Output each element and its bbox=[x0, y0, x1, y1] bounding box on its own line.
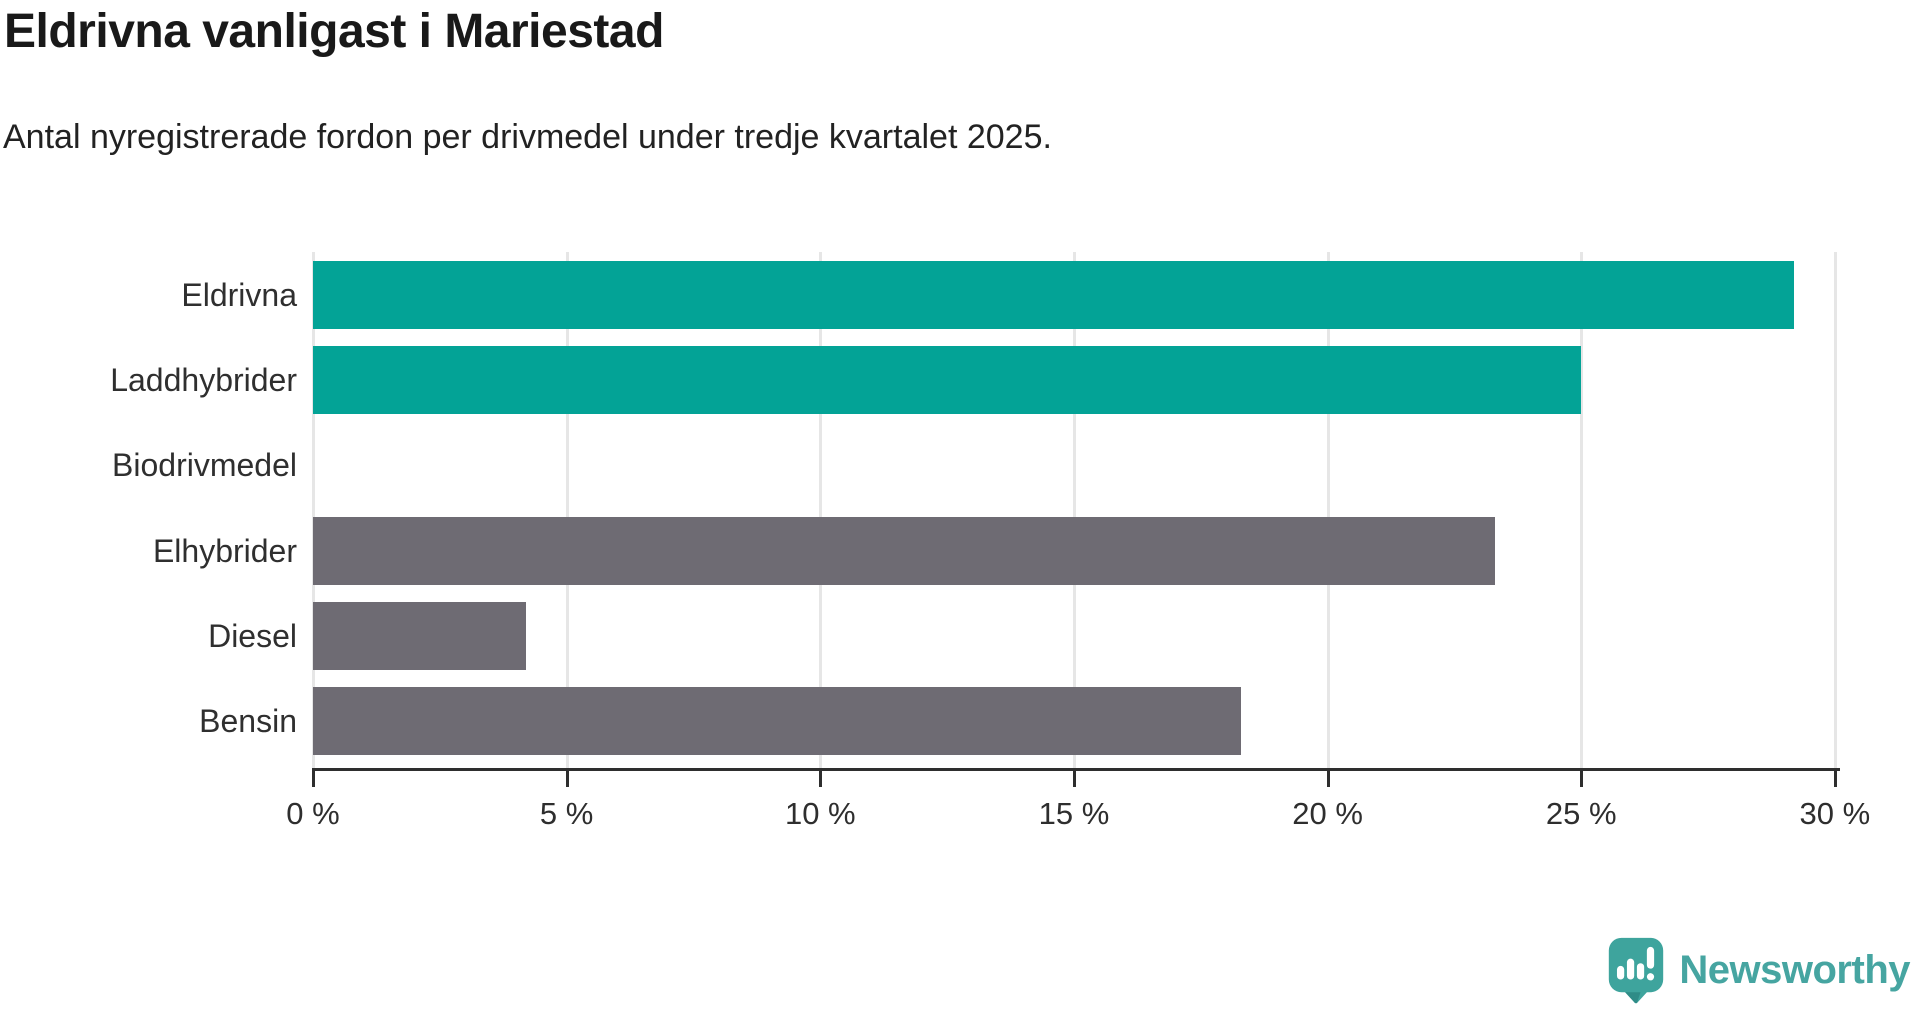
x-tick-label-25: 25 % bbox=[1545, 796, 1617, 831]
gridline-10% bbox=[819, 252, 823, 770]
category-label-eldrivna: Eldrivna bbox=[181, 277, 297, 313]
category-label-laddhybrider: Laddhybrider bbox=[110, 362, 297, 399]
category-label-bensin: Bensin bbox=[199, 703, 297, 739]
x-tick-label-15: 15 % bbox=[1038, 796, 1110, 831]
x-tick-label-30: 30 % bbox=[1799, 796, 1871, 831]
gridline-25% bbox=[1580, 252, 1584, 770]
gridline-30% bbox=[1833, 252, 1837, 770]
x-tick-label-5: 5 % bbox=[539, 796, 594, 831]
x-tick-5 bbox=[565, 768, 569, 787]
bar-laddhybrider bbox=[313, 346, 1582, 415]
x-tick-10 bbox=[819, 768, 823, 787]
newsworthy-wordmark: Newsworthy bbox=[1679, 947, 1910, 992]
category-label-elhybrider: Elhybrider bbox=[152, 532, 297, 569]
chart-subtitle: Antal nyregistrerade fordon per drivmede… bbox=[3, 118, 1052, 156]
category-label-biodrivmedel: Biodrivmedel bbox=[112, 447, 297, 484]
bar-eldrivna bbox=[313, 261, 1795, 329]
gridline-20% bbox=[1326, 252, 1330, 770]
newsworthy-pin-barchart-icon bbox=[1609, 937, 1664, 1004]
gridline-15% bbox=[1072, 252, 1076, 770]
x-tick-label-10: 10 % bbox=[784, 796, 856, 831]
x-tick-15 bbox=[1072, 768, 1076, 787]
x-tick-label-20: 20 % bbox=[1292, 796, 1363, 831]
bar-diesel bbox=[313, 601, 527, 670]
bar-bensin bbox=[313, 687, 1242, 755]
bar-elhybrider bbox=[313, 516, 1495, 585]
chart-title: Eldrivna vanligast i Mariestad bbox=[4, 5, 664, 58]
gridline-0% bbox=[312, 252, 315, 770]
x-tick-0 bbox=[312, 768, 315, 787]
category-label-diesel: Diesel bbox=[208, 617, 297, 654]
bar-chart-plot-area bbox=[312, 252, 1876, 770]
gridline-5% bbox=[565, 252, 569, 770]
x-tick-25 bbox=[1580, 768, 1584, 787]
x-axis-line bbox=[313, 768, 1840, 771]
x-tick-20 bbox=[1326, 768, 1330, 787]
newsworthy-branding: Newsworthy bbox=[1607, 936, 1910, 1004]
x-tick-label-0: 0 % bbox=[286, 796, 340, 831]
x-tick-30 bbox=[1833, 768, 1837, 787]
